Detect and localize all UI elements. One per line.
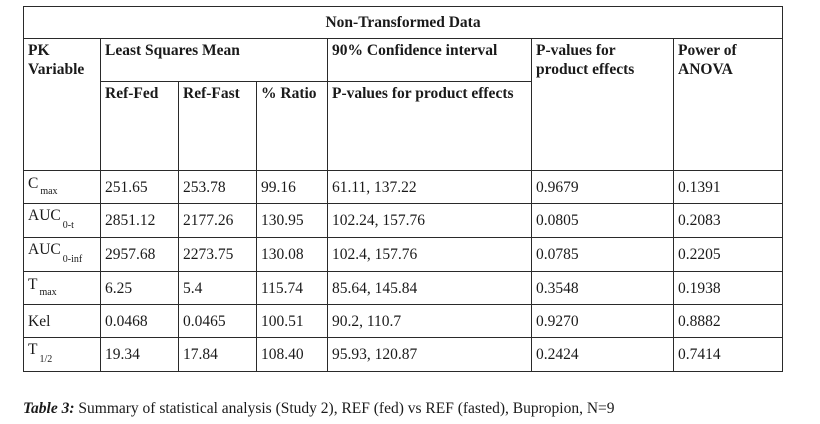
pk-variable-subscript: max	[40, 185, 58, 197]
header-least-squares-mean: Least Squares Mean	[100, 38, 328, 82]
pk-variable-name: T	[28, 275, 38, 293]
ref-fast-cell: 253.78	[178, 170, 257, 204]
power-cell: 0.7414	[672, 337, 784, 372]
ref-fed-cell: 251.65	[100, 170, 179, 204]
pk-variable-subscript: 0-inf	[62, 254, 83, 265]
p-value-cell: 0.3548	[531, 271, 674, 305]
ref-fast-cell: 2177.26	[178, 203, 257, 238]
table-row: AUC0-inf 2957.68 2273.75 130.08 102.4, 1…	[23, 237, 784, 272]
pk-variable-cell: AUC0-inf	[23, 237, 101, 272]
power-cell: 0.2083	[672, 203, 784, 238]
ci-cell: 61.11, 137.22	[327, 170, 532, 204]
ratio-cell: 115.74	[256, 271, 328, 305]
ref-fast-cell: 0.0465	[178, 304, 257, 338]
p-value-cell: 0.0805	[531, 203, 674, 238]
ratio-cell: 99.16	[256, 170, 328, 204]
ci-cell: 102.4, 157.76	[327, 237, 532, 272]
ci-cell: 95.93, 120.87	[327, 337, 532, 372]
ref-fed-cell: 6.25	[100, 271, 179, 305]
power-cell: 0.1391	[672, 170, 784, 204]
header-ci-subtitle: P-values for product effects	[327, 81, 532, 171]
ref-fed-cell: 19.34	[100, 337, 179, 372]
p-value-cell: 0.9679	[531, 170, 674, 204]
header-pct-ratio: % Ratio	[256, 81, 328, 171]
table-title: Non-Transformed Data	[22, 6, 784, 39]
ref-fed-cell: 2851.12	[100, 203, 179, 238]
ref-fast-cell: 5.4	[178, 271, 257, 305]
pk-variable-cell: Kel	[23, 304, 101, 338]
statistics-table: Non-Transformed Data PK Variable Least S…	[22, 6, 784, 372]
ci-cell: 90.2, 110.7	[327, 304, 532, 338]
pk-variable-cell: AUC0-t	[23, 203, 101, 238]
header-ref-fast: Ref-Fast	[178, 81, 257, 171]
table-row: T1/2 19.34 17.84 108.40 95.93, 120.87 0.…	[23, 337, 784, 372]
table-caption: Table 3: Summary of statistical analysis…	[23, 400, 615, 418]
table-row: AUC0-t 2851.12 2177.26 130.95 102.24, 15…	[23, 203, 784, 238]
ci-cell: 102.24, 157.76	[327, 203, 532, 238]
p-value-cell: 0.9270	[531, 304, 674, 338]
header-p-values: P-values for product effects	[531, 38, 674, 171]
header-power-anova: Power of ANOVA	[672, 38, 784, 171]
pk-variable-name: Kel	[28, 312, 51, 330]
pk-variable-name: T	[28, 341, 38, 358]
pk-variable-subscript: 0-t	[62, 220, 74, 231]
p-value-cell: 0.2424	[531, 337, 674, 372]
ratio-cell: 108.40	[256, 337, 328, 372]
ci-cell: 85.64, 145.84	[327, 271, 532, 305]
power-cell: 0.8882	[672, 304, 784, 338]
ratio-cell: 130.95	[256, 203, 328, 238]
ref-fed-cell: 0.0468	[100, 304, 179, 338]
pk-variable-cell: T1/2	[23, 337, 101, 372]
header-pk-variable: PK Variable	[23, 38, 101, 171]
ratio-cell: 130.08	[256, 237, 328, 272]
header-ref-fed: Ref-Fed	[100, 81, 179, 171]
power-cell: 0.1938	[672, 271, 784, 305]
table-row: Kel 0.0468 0.0465 100.51 90.2, 110.7 0.9…	[23, 304, 784, 338]
pk-variable-name: AUC	[28, 241, 61, 258]
pk-variable-name: C	[28, 174, 39, 192]
header-confidence-interval: 90% Confidence interval	[327, 38, 532, 82]
caption-text: Summary of statistical analysis (Study 2…	[74, 400, 615, 417]
pk-variable-name: AUC	[28, 207, 61, 224]
p-value-cell: 0.0785	[531, 237, 674, 272]
caption-label: Table 3:	[23, 400, 75, 417]
pk-variable-subscript: max	[39, 286, 57, 298]
ref-fed-cell: 2957.68	[100, 237, 179, 272]
power-cell: 0.2205	[672, 237, 784, 272]
pk-variable-subscript: 1/2	[39, 354, 53, 365]
ref-fast-cell: 2273.75	[178, 237, 257, 272]
ref-fast-cell: 17.84	[178, 337, 257, 372]
ratio-cell: 100.51	[256, 304, 328, 338]
